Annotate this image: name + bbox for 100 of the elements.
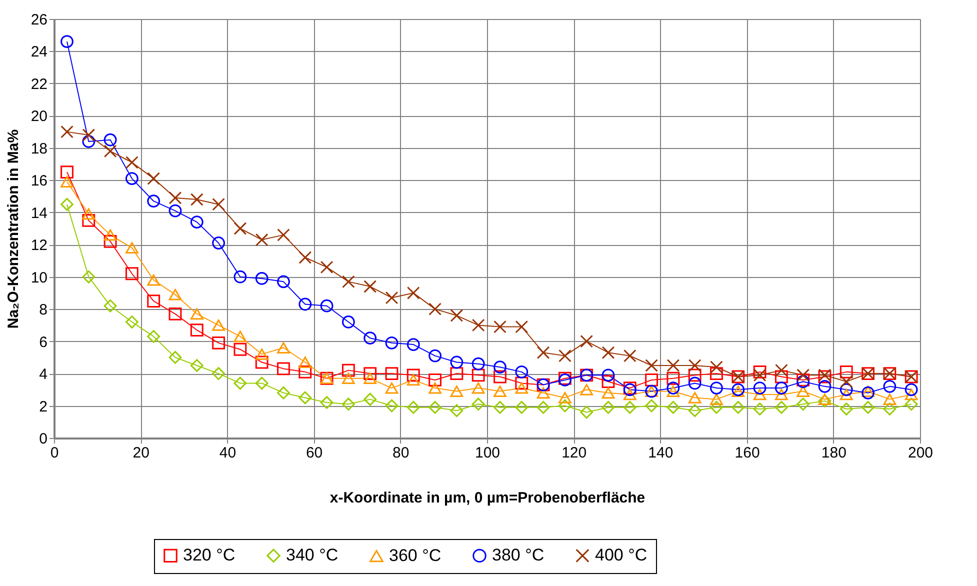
point bbox=[558, 349, 572, 362]
point bbox=[753, 382, 766, 394]
x-tick-label: 120 bbox=[562, 444, 587, 462]
point bbox=[104, 229, 117, 241]
point bbox=[796, 398, 810, 411]
point bbox=[688, 359, 702, 372]
point bbox=[168, 191, 182, 204]
point bbox=[472, 357, 485, 370]
point bbox=[818, 380, 832, 393]
point bbox=[515, 376, 528, 390]
point bbox=[190, 308, 204, 320]
point bbox=[60, 176, 74, 188]
point bbox=[602, 400, 615, 414]
point bbox=[406, 338, 420, 351]
point bbox=[125, 316, 138, 328]
point bbox=[320, 396, 334, 409]
point bbox=[125, 267, 138, 280]
point bbox=[494, 320, 506, 334]
point bbox=[104, 133, 117, 146]
point bbox=[472, 398, 485, 411]
point bbox=[277, 228, 290, 242]
y-tick-label: 20 bbox=[30, 108, 48, 126]
point bbox=[753, 365, 766, 378]
point bbox=[862, 386, 874, 397]
legend-label: 320 °C bbox=[183, 546, 236, 565]
point bbox=[60, 35, 74, 48]
point bbox=[364, 392, 377, 406]
point bbox=[883, 394, 896, 406]
point bbox=[168, 204, 182, 218]
point bbox=[385, 367, 398, 380]
point bbox=[666, 400, 680, 414]
point bbox=[255, 272, 268, 285]
point bbox=[277, 362, 290, 376]
point bbox=[168, 288, 182, 300]
point bbox=[645, 374, 658, 386]
point bbox=[558, 392, 572, 404]
point bbox=[320, 299, 334, 312]
point bbox=[774, 370, 788, 384]
x-tick-label: 20 bbox=[132, 444, 150, 462]
point bbox=[623, 400, 636, 414]
point bbox=[82, 135, 96, 148]
point bbox=[710, 367, 723, 380]
x-tick-label: 140 bbox=[648, 444, 674, 462]
point bbox=[255, 376, 268, 390]
point bbox=[147, 294, 160, 308]
point bbox=[428, 382, 442, 394]
point bbox=[125, 242, 138, 254]
y-tick-label: 16 bbox=[30, 172, 48, 190]
point bbox=[515, 382, 528, 394]
point bbox=[60, 166, 74, 179]
point bbox=[212, 336, 225, 350]
point bbox=[666, 372, 680, 385]
point bbox=[688, 392, 702, 404]
point bbox=[428, 400, 442, 414]
point bbox=[104, 299, 117, 312]
point bbox=[255, 348, 268, 360]
point bbox=[364, 372, 377, 384]
point bbox=[82, 270, 96, 284]
point bbox=[147, 274, 160, 286]
point bbox=[840, 365, 853, 378]
point bbox=[580, 334, 594, 348]
point bbox=[234, 270, 247, 284]
point bbox=[536, 346, 550, 360]
point bbox=[558, 399, 572, 412]
point bbox=[255, 356, 268, 369]
point bbox=[385, 382, 398, 394]
point bbox=[666, 386, 680, 397]
point bbox=[580, 384, 594, 396]
point bbox=[385, 399, 398, 412]
point bbox=[840, 383, 853, 396]
point bbox=[277, 275, 290, 288]
point bbox=[840, 402, 853, 416]
point bbox=[190, 193, 204, 206]
point bbox=[472, 368, 485, 382]
point bbox=[688, 404, 702, 418]
point bbox=[796, 368, 810, 382]
legend-label: 400 °C bbox=[595, 546, 648, 565]
point bbox=[753, 402, 766, 416]
point bbox=[190, 324, 204, 336]
y-tick-label: 6 bbox=[39, 334, 48, 351]
point bbox=[602, 346, 615, 360]
point bbox=[450, 404, 464, 418]
point bbox=[753, 388, 766, 400]
point bbox=[774, 382, 788, 394]
point bbox=[580, 406, 594, 419]
point bbox=[536, 400, 550, 414]
point bbox=[494, 400, 506, 414]
y-tick-label: 22 bbox=[30, 76, 48, 93]
point bbox=[385, 291, 398, 304]
point bbox=[904, 398, 918, 411]
point bbox=[60, 125, 74, 138]
point bbox=[494, 360, 506, 374]
y-tick-label: 0 bbox=[39, 430, 48, 448]
point bbox=[364, 280, 377, 293]
x-tick-label: 100 bbox=[474, 444, 500, 462]
legend-label: 360 °C bbox=[389, 546, 442, 566]
point bbox=[753, 368, 766, 382]
y-tick-label: 24 bbox=[30, 44, 48, 61]
point bbox=[406, 368, 420, 382]
point bbox=[82, 128, 96, 142]
